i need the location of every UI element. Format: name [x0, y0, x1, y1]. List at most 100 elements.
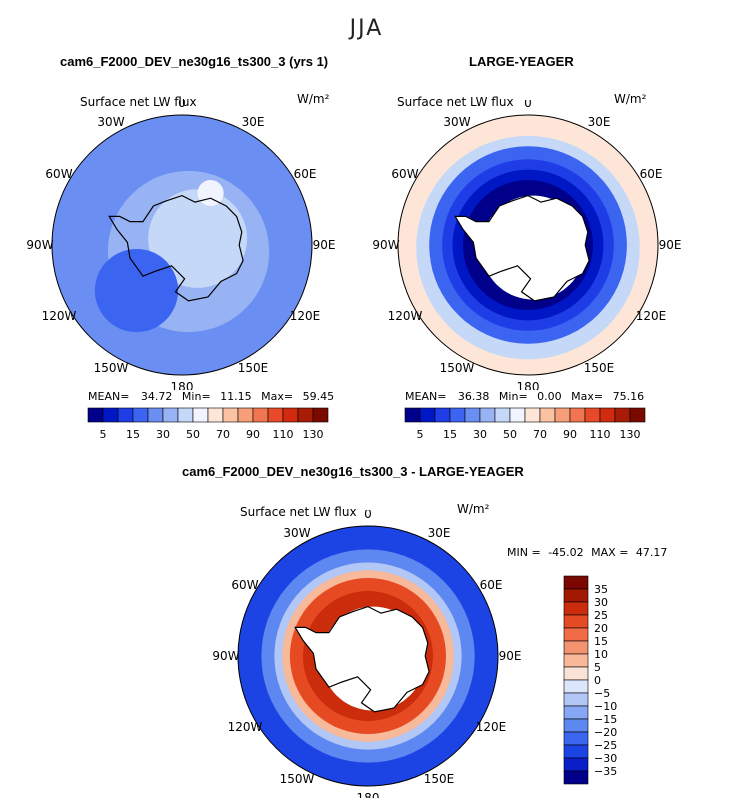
map-1-lon-label: 30E — [242, 115, 265, 129]
map-2-lon-label: 30W — [443, 115, 470, 129]
colorbar-3-tick: 25 — [594, 609, 608, 622]
map-2-lon-label: 30E — [588, 115, 611, 129]
map-3-boundary — [237, 525, 499, 787]
colorbar-3-tick: 20 — [594, 622, 608, 635]
panel-2-mean-label: MEAN= — [405, 390, 447, 403]
panel-1-colorbar: 5 15 30 50 70 90 110 130 — [87, 407, 329, 441]
colorbar-3-tick: −15 — [594, 713, 617, 726]
colorbar-1-tick: 110 — [273, 428, 294, 441]
colorbar-3-tick: 35 — [594, 583, 608, 596]
map-1-lon-label: 60E — [294, 167, 317, 181]
colorbar-3-swatch — [563, 601, 589, 616]
colorbar-1-swatch — [207, 407, 224, 423]
colorbar-2-swatch — [479, 407, 496, 423]
colorbar-3-swatch — [563, 614, 589, 629]
colorbar-3-swatch — [563, 653, 589, 668]
colorbar-2-tick: 5 — [417, 428, 424, 441]
map-2-lon-label: 150E — [584, 361, 615, 375]
map-2-lon-label: 120W — [388, 309, 423, 323]
colorbar-3-tick: 15 — [594, 635, 608, 648]
colorbar-2-swatch — [584, 407, 601, 423]
panel-3-max-label: MAX = — [591, 546, 629, 559]
colorbar-2-swatch — [554, 407, 571, 423]
map-1-lon-label: 150E — [238, 361, 269, 375]
panel-2-max-label: Max= — [571, 390, 604, 403]
colorbar-3-swatch — [563, 666, 589, 681]
map-3-lon-label: 90W — [212, 649, 239, 663]
colorbar-3-swatch — [563, 744, 589, 759]
panel-1-title: cam6_F2000_DEV_ne30g16_ts300_3 (yrs 1) — [60, 54, 329, 69]
map-3-field — [238, 526, 498, 786]
map-1-lon-label: 120E — [290, 309, 321, 323]
panel-3-stats: MIN = -45.02 MAX = 47.17 — [507, 546, 667, 559]
colorbar-2-swatch — [569, 407, 586, 423]
colorbar-3-tick: −35 — [594, 765, 617, 778]
colorbar-1-swatch — [312, 407, 329, 423]
map-2-lon-label: 60E — [640, 167, 663, 181]
colorbar-3-swatch — [563, 640, 589, 655]
panel-2-mean: 36.38 — [457, 390, 490, 403]
panel-2-colorbar: 5 15 30 50 70 90 110 130 — [404, 407, 646, 441]
map-3-lon-label: 30E — [428, 526, 451, 540]
colorbar-2-tick: 70 — [533, 428, 547, 441]
panel-3-map: 0 30E 60E 90E 120E 150E 180 150W 120W 90W 60W 30W — [212, 510, 521, 798]
colorbar-1-swatch — [222, 407, 239, 423]
panel-3-min: -45.02 — [548, 546, 584, 559]
colorbar-3-swatch — [563, 705, 589, 720]
panel-1-min: 11.15 — [220, 390, 252, 403]
panel-1-mean-label: MEAN= — [88, 390, 130, 403]
colorbar-1-swatch — [282, 407, 299, 423]
colorbar-1-swatch — [87, 407, 104, 423]
colorbar-1-swatch — [192, 407, 209, 423]
panel-3-title: cam6_F2000_DEV_ne30g16_ts300_3 - LARGE-Y… — [182, 464, 524, 479]
panel-3-min-label: MIN = — [507, 546, 541, 559]
colorbar-2-tick: 15 — [443, 428, 457, 441]
map-3-lon-label: 30W — [283, 526, 310, 540]
colorbar-2-swatch — [524, 407, 541, 423]
panel-1-mean: 34.72 — [140, 390, 173, 403]
colorbar-1-tick: 130 — [303, 428, 324, 441]
panel-1-map: 0 30E 60E 90E 120E 150E 180 150W 120W 90W 60W 30W — [26, 100, 336, 390]
colorbar-1-swatch — [237, 407, 254, 423]
colorbar-1-tick: 50 — [186, 428, 200, 441]
map-1-lon-label: 90E — [313, 238, 336, 252]
panel-1-min-label: Min= — [181, 390, 211, 403]
colorbar-2-tick: 130 — [620, 428, 641, 441]
colorbar-3-tick: −10 — [594, 700, 617, 713]
map-1-field — [52, 115, 312, 375]
panel-2-min-label: Min= — [498, 390, 528, 403]
colorbar-3-swatch — [563, 718, 589, 733]
colorbar-3-swatch — [563, 757, 589, 772]
map-1-lon-label: 60W — [45, 167, 72, 181]
colorbar-1-tick: 30 — [156, 428, 170, 441]
season-title: JJA — [349, 16, 384, 41]
colorbar-2-swatch — [419, 407, 436, 423]
map-2-lon-label: 90E — [659, 238, 682, 252]
panel-2-stats: MEAN= 36.38 Min= 0.00 Max= 75.16 — [405, 390, 644, 403]
map-3-lon-label: 120W — [228, 720, 263, 734]
colorbar-1-tick: 5 — [100, 428, 107, 441]
colorbar-3-tick: −30 — [594, 752, 617, 765]
panel-3-units: W/m² — [457, 502, 490, 516]
colorbar-2-swatch — [494, 407, 511, 423]
map-3-lon-label: 60W — [231, 578, 258, 592]
panel-2-min: 0.00 — [537, 390, 562, 403]
panel-2-variable: Surface net LW flux — [397, 95, 514, 109]
colorbar-3-tick: −20 — [594, 726, 617, 739]
colorbar-2-swatch — [404, 407, 421, 423]
map-3-antarctica-coast — [294, 605, 430, 713]
map-1-lon-label: 180 — [171, 380, 194, 390]
colorbar-2-tick: 50 — [503, 428, 517, 441]
colorbar-2-tick: 90 — [563, 428, 577, 441]
map-3-lon-label: 150E — [424, 772, 455, 786]
colorbar-3-tick: −25 — [594, 739, 617, 752]
map-3-lon-label: 0 — [364, 510, 372, 521]
colorbar-1-tick: 70 — [216, 428, 230, 441]
map-3-lon-label: 180 — [357, 791, 380, 798]
map-2-lon-label: 90W — [372, 238, 399, 252]
colorbar-3-tick: −5 — [594, 687, 610, 700]
map-1-lon-label: 0 — [178, 100, 186, 110]
colorbar-3-swatch — [563, 575, 589, 590]
colorbar-1-swatch — [252, 407, 269, 423]
colorbar-1-tick: 90 — [246, 428, 260, 441]
